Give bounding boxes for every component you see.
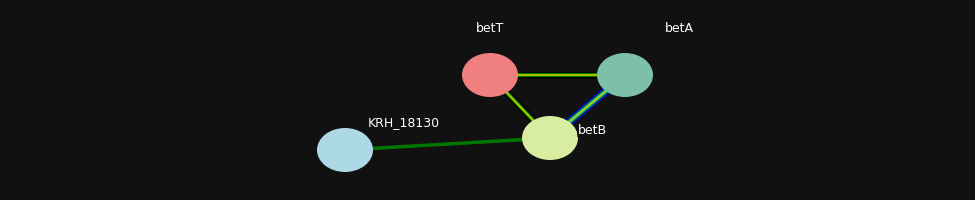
Text: betT: betT <box>476 21 504 34</box>
Text: betB: betB <box>578 123 607 136</box>
Text: KRH_18130: KRH_18130 <box>368 116 440 130</box>
Ellipse shape <box>522 116 578 160</box>
Ellipse shape <box>462 53 518 97</box>
Text: betA: betA <box>665 21 694 34</box>
Ellipse shape <box>317 128 373 172</box>
Ellipse shape <box>597 53 653 97</box>
